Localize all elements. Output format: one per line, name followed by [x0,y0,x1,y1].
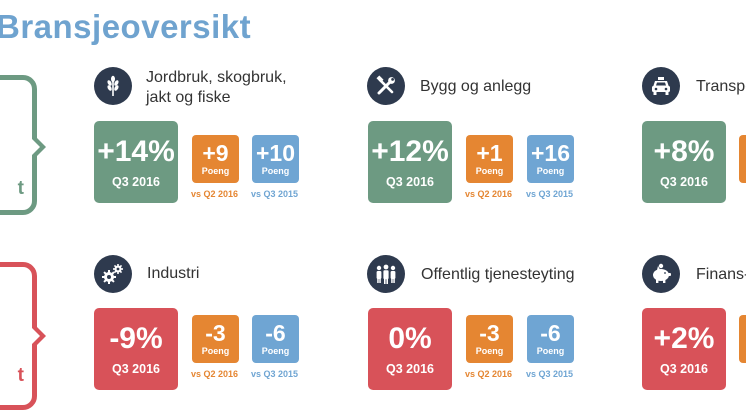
big-value-box-bygg: +12% Q3 2016 [368,121,452,203]
page-title: Bransjeoversikt [0,8,252,45]
side-box-bottom-letter: t [17,365,24,386]
change-q2-box-offentlig: -3 Poeng [466,315,513,363]
vs-q2-label: vs Q2 2016 [465,369,513,379]
big-value-box-transport: +8% Q3 2016 [642,121,726,203]
big-value-box-industri: -9% Q3 2016 [94,308,178,390]
big-period: Q3 2016 [112,175,160,189]
change-q3-box-jordbruk: +10 Poeng [252,135,299,183]
piggy-bank-icon [642,255,680,293]
vs-q3-label: vs Q3 2015 [526,369,574,379]
side-box-top: t [0,75,46,215]
change-q3-box-bygg: +16 Poeng [527,135,574,183]
sector-name-industri: Industri [147,265,200,282]
sector-name-finans: Finans- [696,266,746,283]
taxi-icon [642,67,680,105]
tools-icon [367,67,405,105]
sector-name-transport: Transpo [696,78,746,95]
vs-q2-label: vs Q2 2016 [191,189,239,199]
vs-q2-label: vs Q2 2016 [191,369,239,379]
change-q2-box-bygg: +1 Poeng [466,135,513,183]
vs-q3-label: vs Q3 2015 [251,369,299,379]
change-q3-box-industri: -6 Poeng [252,315,299,363]
vs-q3-label: vs Q3 2015 [251,189,299,199]
big-value: +14% [97,135,175,168]
side-box-bottom: t [0,262,46,410]
change-q2-box-finans-partial [739,315,746,363]
gears-icon [94,255,132,293]
change-q2-box-transport-partial [739,135,746,183]
big-value-box-finans: +2% Q3 2016 [642,308,726,390]
big-value-box-offentlig: 0% Q3 2016 [368,308,452,390]
vs-q3-label: vs Q3 2015 [526,189,574,199]
wheat-icon [94,67,132,105]
change-q2-box-jordbruk: +9 Poeng [192,135,239,183]
side-box-top-letter: t [17,178,24,199]
big-value-box-jordbruk: +14% Q3 2016 [94,121,178,203]
vs-q2-label: vs Q2 2016 [465,189,513,199]
change-q3-box-offentlig: -6 Poeng [527,315,574,363]
sector-name-bygg: Bygg og anlegg [420,78,532,95]
sector-name-offentlig: Offentlig tjenesteyting [421,266,575,283]
change-q2-box-industri: -3 Poeng [192,315,239,363]
people-icon [367,255,405,293]
sector-name-jordbruk: Jordbruk, skogbruk, jakt og fiske [146,69,287,106]
